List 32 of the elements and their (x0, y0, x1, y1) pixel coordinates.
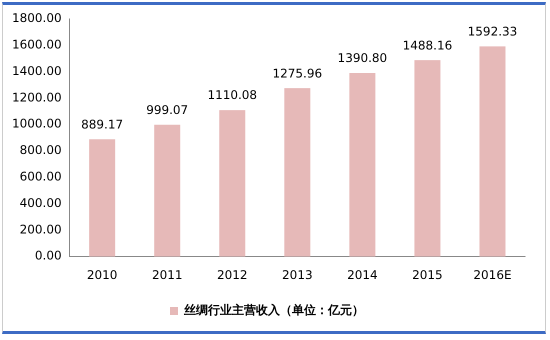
bar (219, 110, 246, 257)
bar (154, 124, 180, 257)
y-tick-label: 1200.00 (12, 90, 62, 104)
y-tick-label: 1600.00 (12, 38, 62, 52)
bar (414, 60, 440, 257)
y-tick-label: 1800.00 (12, 11, 62, 26)
x-tick-label: 2010 (86, 268, 118, 282)
y-tick-label: 1400.00 (12, 64, 62, 78)
y-tick-label: 1000.00 (12, 116, 62, 131)
data-label: 1110.08 (207, 88, 258, 102)
bar (349, 73, 376, 257)
x-tick-label: 2016E (473, 268, 512, 282)
data-label: 1275.96 (272, 66, 322, 80)
y-tick-label: 200.00 (20, 222, 62, 236)
x-tick-label: 2012 (216, 268, 248, 282)
data-label: 1592.33 (468, 24, 518, 39)
data-label: 1488.16 (402, 38, 452, 52)
y-tick-label: 0.00 (34, 248, 62, 263)
bar (284, 88, 310, 257)
y-tick-label: 600.00 (20, 170, 62, 184)
y-tick-label: 800.00 (20, 143, 62, 158)
data-label: 889.17 (81, 117, 124, 132)
bar (89, 139, 116, 257)
legend-label: 丝绸行业主营收入（单位：亿元） (183, 303, 364, 318)
y-tick-label: 400.00 (20, 196, 62, 210)
data-label: 1390.80 (338, 51, 388, 66)
bar (479, 46, 506, 257)
x-tick-label: 2015 (412, 268, 443, 282)
x-tick-label: 2013 (282, 268, 313, 282)
data-label: 999.07 (146, 102, 188, 117)
x-tick-label: 2011 (152, 268, 182, 282)
x-tick-label: 2014 (347, 268, 378, 282)
